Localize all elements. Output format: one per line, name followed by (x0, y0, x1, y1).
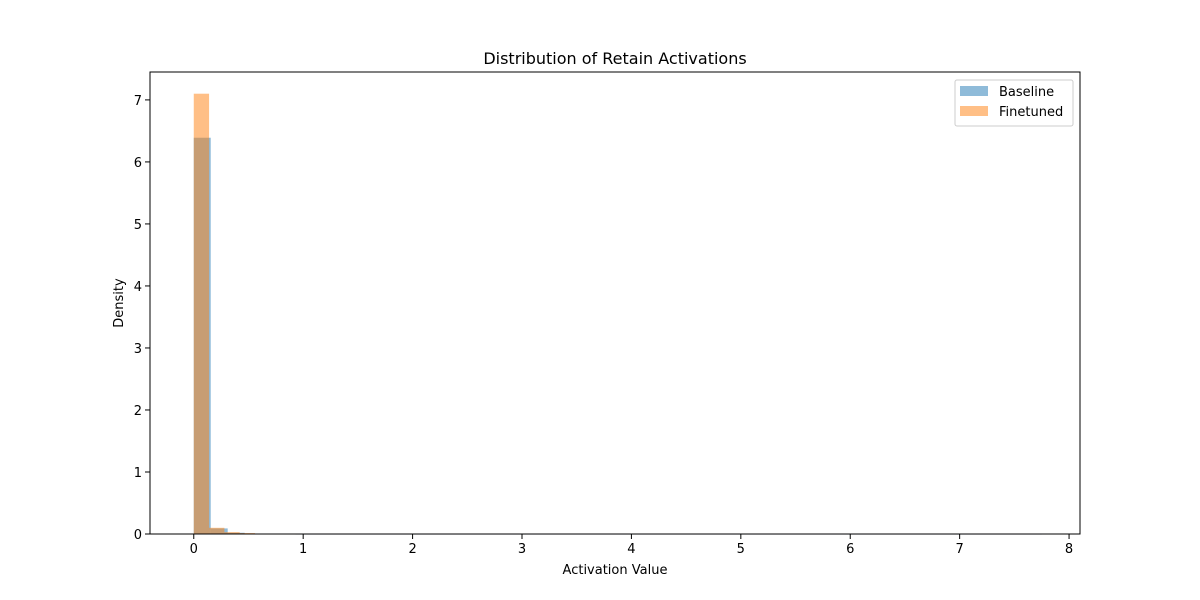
legend: Baseline Finetuned (954, 79, 1074, 127)
x-tick-label-5: 5 (737, 542, 745, 557)
x-axis-label: Activation Value (563, 563, 668, 578)
y-tick-label-4: 4 (134, 280, 142, 295)
y-tick-label-5: 5 (134, 218, 142, 233)
legend-label-finetuned: Finetuned (999, 105, 1063, 120)
y-tick-label-7: 7 (134, 94, 142, 109)
bar-finetuned-0 (193, 93, 210, 534)
ticks-layer: 0 1 2 3 4 5 6 7 8 0 1 2 3 4 5 6 7 (134, 94, 1073, 557)
x-tick-label-8: 8 (1065, 542, 1073, 557)
x-tick-label-3: 3 (518, 542, 526, 557)
x-tick-label-1: 1 (299, 542, 307, 557)
y-tick-label-1: 1 (134, 466, 142, 481)
x-tick-label-0: 0 (190, 542, 198, 557)
x-tick-label-4: 4 (627, 542, 635, 557)
y-tick-label-6: 6 (134, 156, 142, 171)
x-tick-label-7: 7 (956, 542, 964, 557)
x-tick-label-2: 2 (408, 542, 416, 557)
bar-finetuned-1 (209, 527, 225, 534)
bars-layer (193, 93, 1042, 535)
y-tick-label-3: 3 (134, 342, 142, 357)
plot-frame (149, 71, 1081, 535)
y-axis-label: Density (112, 278, 127, 328)
legend-label-baseline: Baseline (999, 85, 1054, 100)
y-tick-label-2: 2 (134, 404, 142, 419)
bar-finetuned-2 (224, 532, 240, 534)
chart-title: Distribution of Retain Activations (483, 49, 746, 68)
y-tick-label-0: 0 (134, 528, 142, 543)
x-tick-label-6: 6 (846, 542, 854, 557)
legend-swatch-finetuned (960, 106, 988, 116)
legend-swatch-baseline (960, 86, 988, 96)
